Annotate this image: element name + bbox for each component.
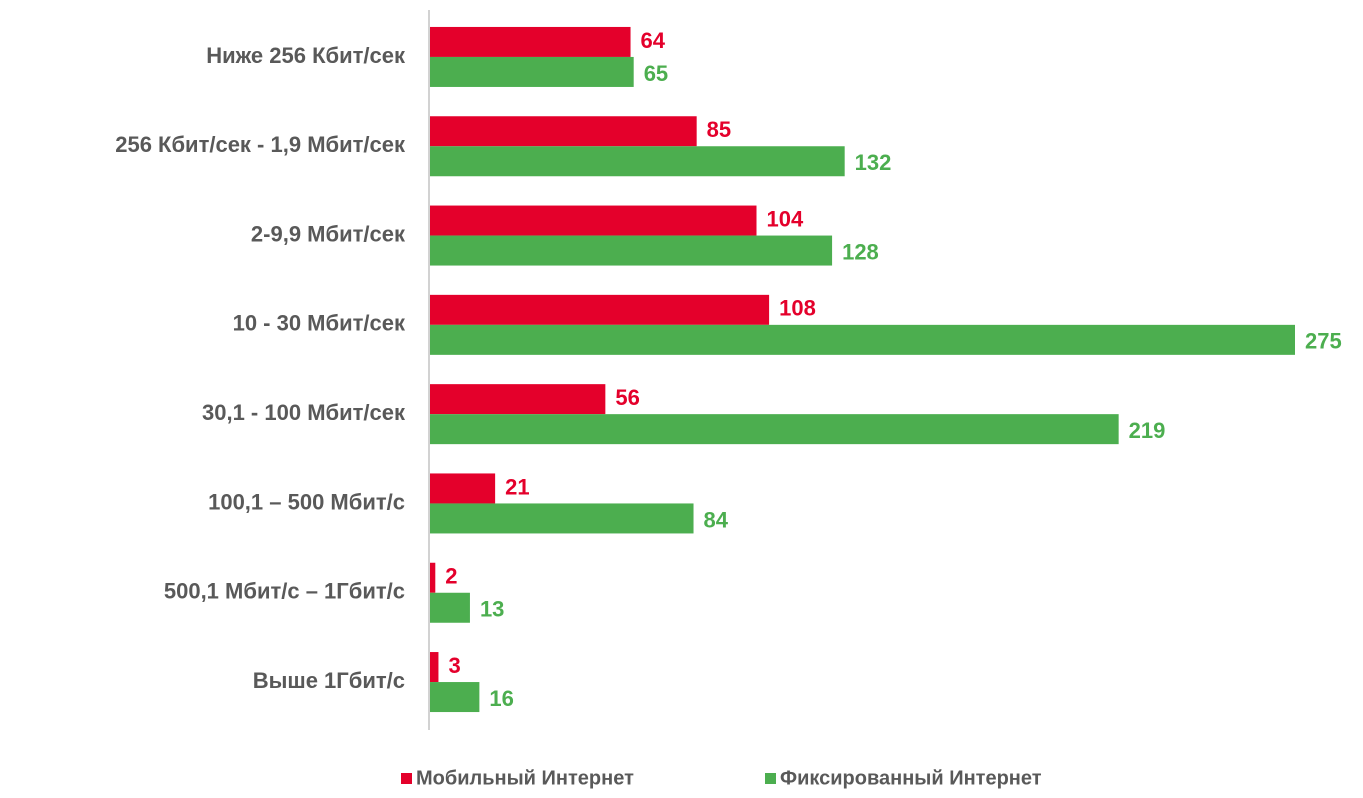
data-label: 275 — [1305, 329, 1342, 354]
legend-label: Фиксированный Интернет — [780, 767, 1042, 789]
data-label: 56 — [615, 385, 639, 410]
y-tick-label: 100,1 – 500 Мбит/с — [208, 489, 405, 514]
data-label: 21 — [505, 474, 529, 499]
bar — [430, 116, 697, 147]
bar — [430, 414, 1119, 445]
y-tick-label: Выше 1Гбит/с — [253, 668, 405, 693]
bar — [430, 324, 1295, 355]
legend-swatch — [401, 773, 412, 784]
y-tick-label: 500,1 Мбит/с – 1Гбит/с — [164, 579, 405, 604]
data-label: 2 — [445, 564, 457, 589]
y-tick-label: 256 Кбит/сек - 1,9 Мбит/сек — [115, 132, 406, 157]
bar — [430, 294, 770, 325]
bar — [430, 562, 436, 593]
bar — [430, 473, 496, 504]
data-label: 128 — [842, 239, 879, 264]
bar — [430, 682, 480, 713]
y-tick-label: 10 - 30 Мбит/сек — [233, 311, 406, 336]
data-label: 85 — [707, 117, 731, 142]
y-tick-label: Ниже 256 Кбит/сек — [206, 43, 406, 68]
bar — [430, 384, 606, 415]
y-tick-label: 2-9,9 Мбит/сек — [251, 221, 406, 246]
data-label: 132 — [855, 150, 892, 175]
bar — [430, 26, 631, 57]
data-label: 64 — [641, 28, 666, 53]
data-label: 219 — [1129, 418, 1166, 443]
legend-label: Мобильный Интернет — [416, 767, 634, 789]
data-label: 108 — [779, 296, 816, 321]
bar — [430, 503, 694, 534]
data-label: 13 — [480, 597, 504, 622]
legend-swatch — [765, 773, 776, 784]
data-label: 84 — [704, 507, 729, 532]
data-label: 104 — [767, 206, 804, 231]
bar — [430, 235, 833, 266]
bar — [430, 592, 470, 623]
data-label: 3 — [448, 653, 460, 678]
data-label: 16 — [489, 686, 513, 711]
bar — [430, 652, 439, 683]
bar — [430, 205, 757, 236]
y-tick-label: 30,1 - 100 Мбит/сек — [202, 400, 406, 425]
data-label: 65 — [644, 61, 668, 86]
bar — [430, 56, 634, 87]
bar — [430, 146, 845, 177]
